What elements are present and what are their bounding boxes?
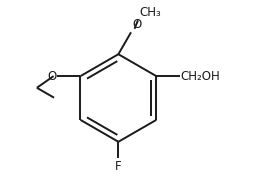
Text: CH₃: CH₃ bbox=[139, 6, 161, 19]
Text: O: O bbox=[132, 18, 141, 31]
Text: O: O bbox=[47, 70, 56, 83]
Text: CH₂OH: CH₂OH bbox=[180, 70, 220, 83]
Text: F: F bbox=[115, 160, 122, 173]
